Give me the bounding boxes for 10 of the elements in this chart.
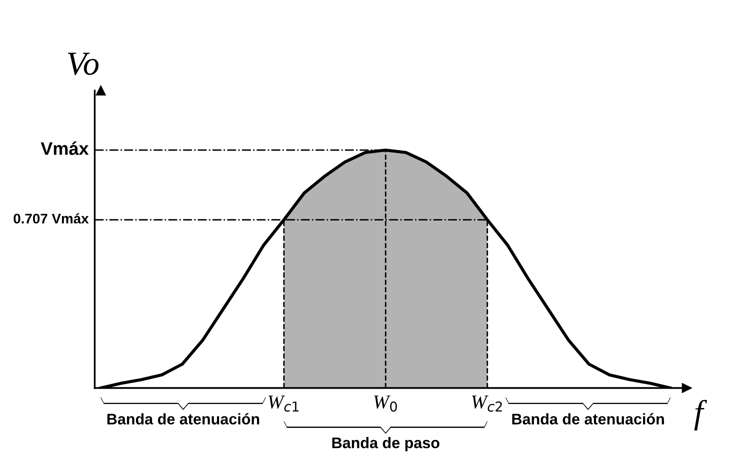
text: Banda de atenuación — [107, 413, 260, 424]
x-axis-title: f — [694, 400, 708, 430]
ref-line-label: 0.707 Vmáx — [14, 213, 89, 224]
text: Banda de paso — [332, 437, 440, 452]
ref-line-label: Vmáx — [40, 142, 89, 155]
x-tick-label: W$_{c1}$ — [268, 396, 299, 412]
text: Banda de atenuación — [512, 413, 664, 424]
x-tick-label: W$_{c2}$ — [472, 396, 502, 412]
y-axis-title: Vo — [68, 52, 99, 76]
x-tick-label: W$_{0}$ — [374, 396, 397, 412]
